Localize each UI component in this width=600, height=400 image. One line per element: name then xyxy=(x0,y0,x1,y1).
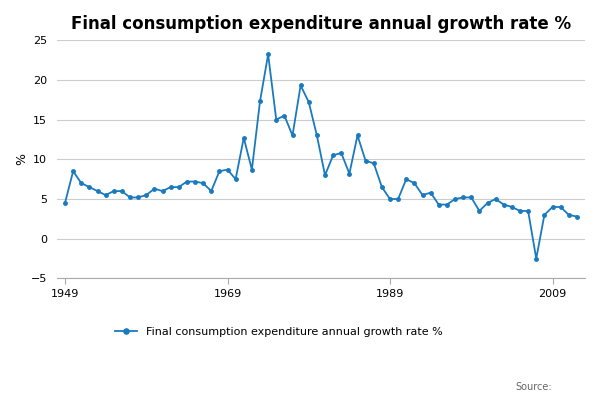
Final consumption expenditure annual growth rate % xyxy=(281,113,288,118)
Final consumption expenditure annual growth rate % xyxy=(322,173,329,178)
Final consumption expenditure annual growth rate % xyxy=(265,52,272,57)
Final consumption expenditure annual growth rate % xyxy=(403,177,410,182)
Final consumption expenditure annual growth rate % xyxy=(61,201,68,206)
Y-axis label: %: % xyxy=(15,153,28,165)
Line: Final consumption expenditure annual growth rate %: Final consumption expenditure annual gro… xyxy=(63,53,578,260)
Final consumption expenditure annual growth rate % xyxy=(395,197,402,202)
Final consumption expenditure annual growth rate % xyxy=(573,214,580,219)
Final consumption expenditure annual growth rate % xyxy=(533,256,540,261)
Title: Final consumption expenditure annual growth rate %: Final consumption expenditure annual gro… xyxy=(71,15,571,33)
Final consumption expenditure annual growth rate % xyxy=(354,133,361,138)
Legend: Final consumption expenditure annual growth rate %: Final consumption expenditure annual gro… xyxy=(110,322,447,342)
Text: Source:: Source: xyxy=(515,382,552,392)
Final consumption expenditure annual growth rate % xyxy=(127,195,134,200)
